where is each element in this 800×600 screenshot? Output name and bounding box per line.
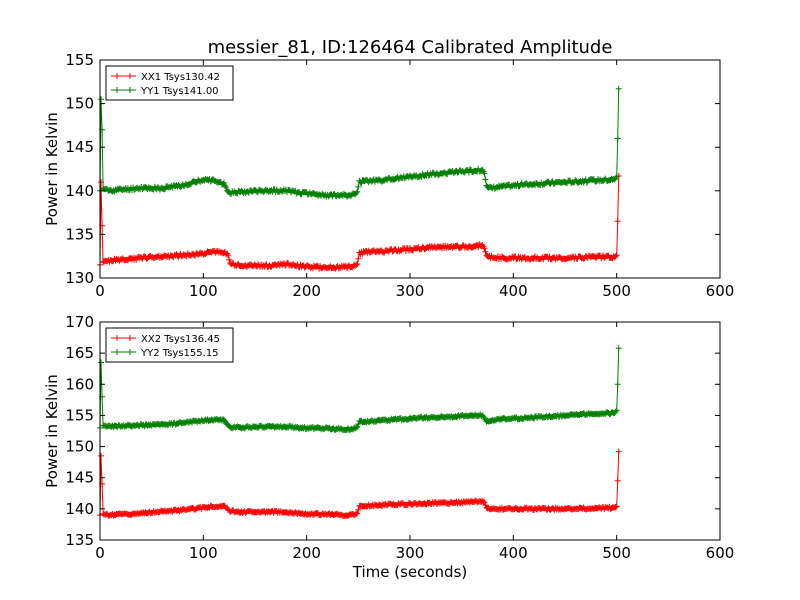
y-tick-label: 150 (65, 95, 94, 113)
y-tick-label: 130 (65, 269, 94, 287)
legend: XX2 Tsys136.45 YY2 Tsys155.15 (105, 327, 234, 363)
x-tick-label: 0 (95, 544, 105, 562)
data-point (353, 510, 360, 517)
y-tick-label: 160 (65, 375, 94, 393)
legend-label: YY1 Tsys141.00 (140, 86, 219, 97)
top-panel: 0 100 200 300 400 500 600 130 135 140 145 150 155 Pow… (43, 51, 734, 300)
x-tick-label: 200 (292, 282, 321, 300)
data-point (353, 261, 360, 268)
y-tick-label: 140 (65, 182, 94, 200)
data-point (355, 255, 362, 262)
x-tick-label: 600 (706, 282, 735, 300)
legend: XX1 Tsys130.42 YY1 Tsys141.00 (105, 65, 234, 101)
data-point (354, 510, 361, 517)
data-point (223, 184, 230, 191)
y-tick-label: 150 (65, 438, 94, 456)
data-point (615, 448, 622, 455)
data-point (612, 253, 619, 260)
legend-box (105, 65, 234, 101)
series-1 (97, 448, 622, 519)
data-point (614, 477, 621, 484)
bottom-panel: 0 100 200 300 400 500 600 135 140 145 150 155 160 165… (43, 313, 734, 581)
data-point (612, 504, 619, 510)
data-point (353, 190, 360, 196)
legend-marker (114, 73, 133, 79)
data-point (221, 417, 227, 424)
data-point (480, 498, 487, 505)
data-point (615, 345, 622, 352)
series-1 (97, 173, 622, 272)
y-tick-label: 155 (65, 406, 94, 424)
data-point (482, 248, 489, 255)
data-point (98, 452, 104, 459)
series-2 (97, 85, 622, 200)
series-markers (97, 173, 622, 272)
x-tick-label: 500 (602, 544, 631, 562)
legend-marker (114, 349, 133, 355)
x-tick-label: 0 (95, 282, 105, 300)
legend-label: XX2 Tsys136.45 (141, 334, 220, 345)
data-point (613, 252, 620, 259)
data-point (221, 179, 227, 186)
y-tick-label: 165 (65, 344, 94, 362)
data-point (226, 256, 233, 263)
y-axis-label: Power in Kelvin (43, 112, 61, 226)
series-markers (97, 448, 622, 519)
series-2 (97, 345, 622, 433)
series-markers (97, 345, 622, 433)
x-tick-label: 300 (396, 544, 425, 562)
data-point (481, 245, 488, 252)
data-point (353, 424, 360, 431)
data-point (614, 218, 621, 225)
data-point (613, 503, 620, 510)
y-tick-label: 170 (65, 313, 94, 331)
legend-marker (114, 87, 133, 93)
data-point (193, 179, 200, 186)
data-point (613, 407, 620, 414)
x-tick-label: 400 (499, 282, 528, 300)
y-tick-label: 135 (65, 531, 94, 549)
legend-label: XX1 Tsys130.42 (141, 72, 220, 83)
data-point (355, 506, 362, 513)
x-tick-label: 200 (292, 544, 321, 562)
data-point (614, 135, 621, 142)
data-point (481, 170, 488, 177)
data-point (354, 188, 361, 195)
y-tick-label: 135 (65, 225, 94, 243)
data-point (612, 408, 619, 415)
x-tick-label: 100 (189, 282, 218, 300)
y-tick-label: 140 (65, 500, 94, 518)
data-point (225, 252, 232, 259)
data-point (222, 182, 228, 189)
data-point (612, 175, 619, 182)
x-tick-label: 400 (499, 544, 528, 562)
legend-marker (114, 335, 133, 341)
data-point (355, 183, 362, 190)
data-point (615, 85, 622, 92)
y-tick-label: 145 (65, 138, 94, 156)
data-point (613, 173, 620, 180)
data-point (354, 261, 361, 267)
legend-box (105, 327, 234, 363)
x-axis-label: Time (seconds) (352, 563, 468, 581)
legend-label: YY2 Tsys155.15 (140, 348, 219, 359)
data-point (614, 381, 621, 388)
y-tick-label: 155 (65, 51, 94, 69)
data-point (355, 421, 362, 428)
data-point (482, 176, 489, 183)
y-tick-label: 145 (65, 469, 94, 487)
x-tick-label: 300 (396, 282, 425, 300)
series-markers (97, 85, 622, 200)
x-tick-label: 500 (602, 282, 631, 300)
data-point (98, 359, 104, 366)
y-axis-label: Power in Kelvin (43, 374, 61, 488)
x-tick-label: 600 (706, 544, 735, 562)
chart-title: messier_81, ID:126464 Calibrated Amplitu… (208, 37, 613, 58)
data-point (98, 96, 104, 103)
x-tick-label: 100 (189, 544, 218, 562)
data-point (480, 413, 487, 420)
